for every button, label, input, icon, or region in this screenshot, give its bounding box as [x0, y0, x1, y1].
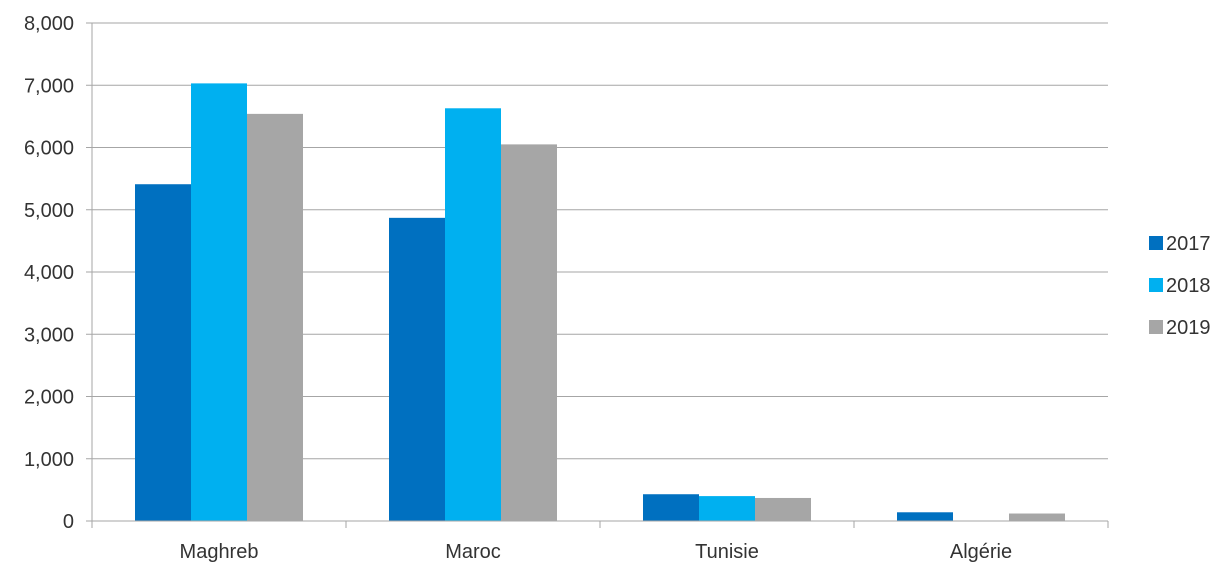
legend-swatch-2017 [1149, 236, 1163, 250]
bar-2017-Algérie [897, 512, 953, 521]
y-tick-label: 3,000 [24, 324, 74, 346]
legend-label-2019: 2019 [1166, 317, 1211, 339]
legend: 2017 2018 2019 [1149, 233, 1211, 339]
legend-label-2018: 2018 [1166, 275, 1211, 297]
legend-swatch-2018 [1149, 278, 1163, 292]
y-tick-label: 6,000 [24, 138, 74, 160]
legend-swatch-2019 [1149, 320, 1163, 334]
y-tick-label: 8,000 [24, 13, 74, 35]
bar-2018-Maghreb [191, 83, 247, 521]
y-tick-label: 7,000 [24, 75, 74, 97]
bar-2017-Tunisie [643, 494, 699, 521]
bars [135, 83, 1065, 522]
bar-2019-Maghreb [247, 113, 303, 521]
bar-2017-Maghreb [135, 184, 191, 522]
y-axis-ticks: 0 1,000 2,000 3,000 4,000 5,000 6,000 7,000 8,00… [24, 13, 74, 533]
x-axis-categories: Maghreb Maroc Tunisie Algérie [180, 541, 1013, 563]
y-tick-label: 2,000 [24, 387, 74, 409]
bar-2019-Tunisie [755, 497, 811, 521]
x-category-label: Algérie [950, 541, 1012, 563]
legend-label-2017: 2017 [1166, 233, 1211, 255]
y-tick-label: 0 [63, 511, 74, 533]
y-tick-label: 1,000 [24, 449, 74, 471]
bar-2019-Maroc [501, 144, 557, 521]
x-category-label: Tunisie [695, 541, 759, 563]
bar-2017-Maroc [389, 217, 445, 521]
x-category-label: Maghreb [180, 541, 259, 563]
bar-2018-Maroc [445, 108, 501, 521]
x-category-label: Maroc [445, 541, 501, 563]
axes [86, 22, 1109, 528]
bar-2018-Tunisie [699, 496, 755, 521]
y-tick-label: 5,000 [24, 200, 74, 222]
y-tick-label: 4,000 [24, 262, 74, 284]
bar-2019-Algérie [1009, 513, 1065, 521]
